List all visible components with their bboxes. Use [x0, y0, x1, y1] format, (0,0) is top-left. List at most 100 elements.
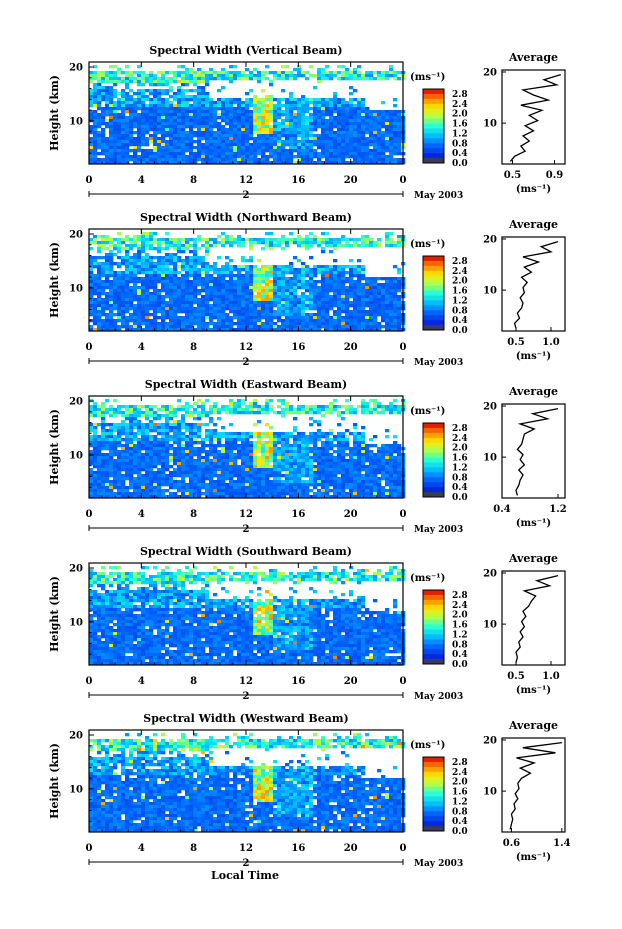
heatmap-cell: [269, 244, 274, 248]
heatmap-cell: [149, 116, 154, 120]
heatmap-cell: [129, 116, 134, 120]
heatmap-cell: [177, 256, 182, 260]
heatmap-cell: [121, 140, 126, 144]
heatmap-cell: [205, 298, 210, 302]
heatmap-cell: [149, 474, 154, 478]
heatmap-cell: [249, 319, 254, 323]
heatmap-cell: [257, 280, 262, 284]
heatmap-cell: [197, 313, 202, 317]
heatmap-cell: [205, 450, 210, 454]
heatmap-cell: [329, 238, 334, 242]
heatmap-cell: [177, 104, 182, 108]
heatmap-cell: [113, 423, 118, 427]
heatmap-cell: [321, 265, 326, 269]
heatmap-cell: [185, 295, 190, 299]
heatmap-cell: [301, 116, 306, 120]
heatmap-cell: [193, 107, 198, 111]
heatmap-cell: [233, 110, 238, 114]
heatmap-cell: [317, 143, 322, 147]
heatmap-cell: [233, 125, 238, 129]
heatmap-cell: [157, 477, 162, 481]
heatmap-cell: [329, 268, 334, 272]
heatmap-cell: [225, 286, 230, 290]
heatmap-cell: [121, 125, 126, 129]
heatmap-cell: [265, 131, 270, 135]
heatmap-cell: [329, 110, 334, 114]
heatmap-cell: [217, 98, 222, 102]
heatmap-cell: [329, 113, 334, 117]
heatmap-cell: [261, 238, 266, 242]
heatmap-cell: [105, 477, 110, 481]
heatmap-cell: [373, 289, 378, 293]
heatmap-cell: [157, 304, 162, 308]
heatmap-cell: [365, 158, 370, 162]
heatmap-cell: [133, 310, 138, 314]
heatmap-cell: [105, 423, 110, 427]
heatmap-cell: [97, 89, 102, 93]
heatmap-cell: [205, 83, 210, 87]
heatmap-cell: [373, 131, 378, 135]
heatmap-cell: [185, 74, 190, 78]
heatmap-cell: [289, 295, 294, 299]
heatmap-cell: [385, 119, 390, 123]
heatmap-cell: [197, 140, 202, 144]
heatmap-cell: [317, 119, 322, 123]
heatmap-cell: [141, 113, 146, 117]
heatmap-cell: [293, 307, 298, 311]
heatmap-cell: [141, 441, 146, 445]
heatmap-cell: [105, 137, 110, 141]
heatmap-cell: [149, 83, 154, 87]
heatmap-cell: [221, 271, 226, 275]
heatmap-cell: [185, 158, 190, 162]
heatmap-cell: [145, 247, 150, 251]
heatmap-cell: [265, 122, 270, 126]
heatmap-cell: [213, 325, 218, 329]
heatmap-cell: [177, 426, 182, 430]
heatmap-cell: [165, 131, 170, 135]
heatmap-cell: [181, 471, 186, 475]
heatmap-cell: [145, 444, 150, 448]
heatmap-cell: [121, 71, 126, 75]
heatmap-cell: [149, 298, 154, 302]
heatmap-cell: [165, 420, 170, 424]
heatmap-cell: [369, 161, 374, 165]
heatmap-cell: [197, 426, 202, 430]
heatmap-cell: [129, 89, 134, 93]
heatmap-cell: [109, 113, 114, 117]
heatmap-cell: [129, 98, 134, 102]
heatmap-cell: [89, 304, 94, 308]
heatmap-cell: [293, 131, 298, 135]
heatmap-cell: [105, 399, 110, 403]
heatmap-cell: [361, 274, 366, 278]
heatmap-cell: [173, 80, 178, 84]
avg-frame: [501, 236, 566, 332]
heatmap-cell: [193, 161, 198, 165]
heatmap-cell: [137, 77, 142, 81]
heatmap-cell: [153, 453, 158, 457]
heatmap-cell: [361, 235, 366, 239]
heatmap-cell: [129, 280, 134, 284]
heatmap-cell: [141, 110, 146, 114]
heatmap-cell: [129, 265, 134, 269]
heatmap-cell: [89, 307, 94, 311]
heatmap-cell: [233, 301, 238, 305]
heatmap-cell: [385, 128, 390, 132]
heatmap-cell: [121, 304, 126, 308]
heatmap-cell: [305, 101, 310, 105]
heatmap-cell: [117, 143, 122, 147]
heatmap-cell: [173, 125, 178, 129]
heatmap-cell: [389, 131, 394, 135]
heatmap-cell: [253, 328, 258, 332]
heatmap-cell: [161, 295, 166, 299]
heatmap-cell: [321, 310, 326, 314]
heatmap-cell: [221, 328, 226, 332]
heatmap-cell: [333, 271, 338, 275]
heatmap-cell: [153, 98, 158, 102]
heatmap-cell: [133, 235, 138, 239]
heatmap-cell: [393, 319, 398, 323]
heatmap-cell: [225, 295, 230, 299]
heatmap-cell: [149, 119, 154, 123]
heatmap-cell: [209, 107, 214, 111]
heatmap-cell: [205, 444, 210, 448]
heatmap-cell: [277, 316, 282, 320]
